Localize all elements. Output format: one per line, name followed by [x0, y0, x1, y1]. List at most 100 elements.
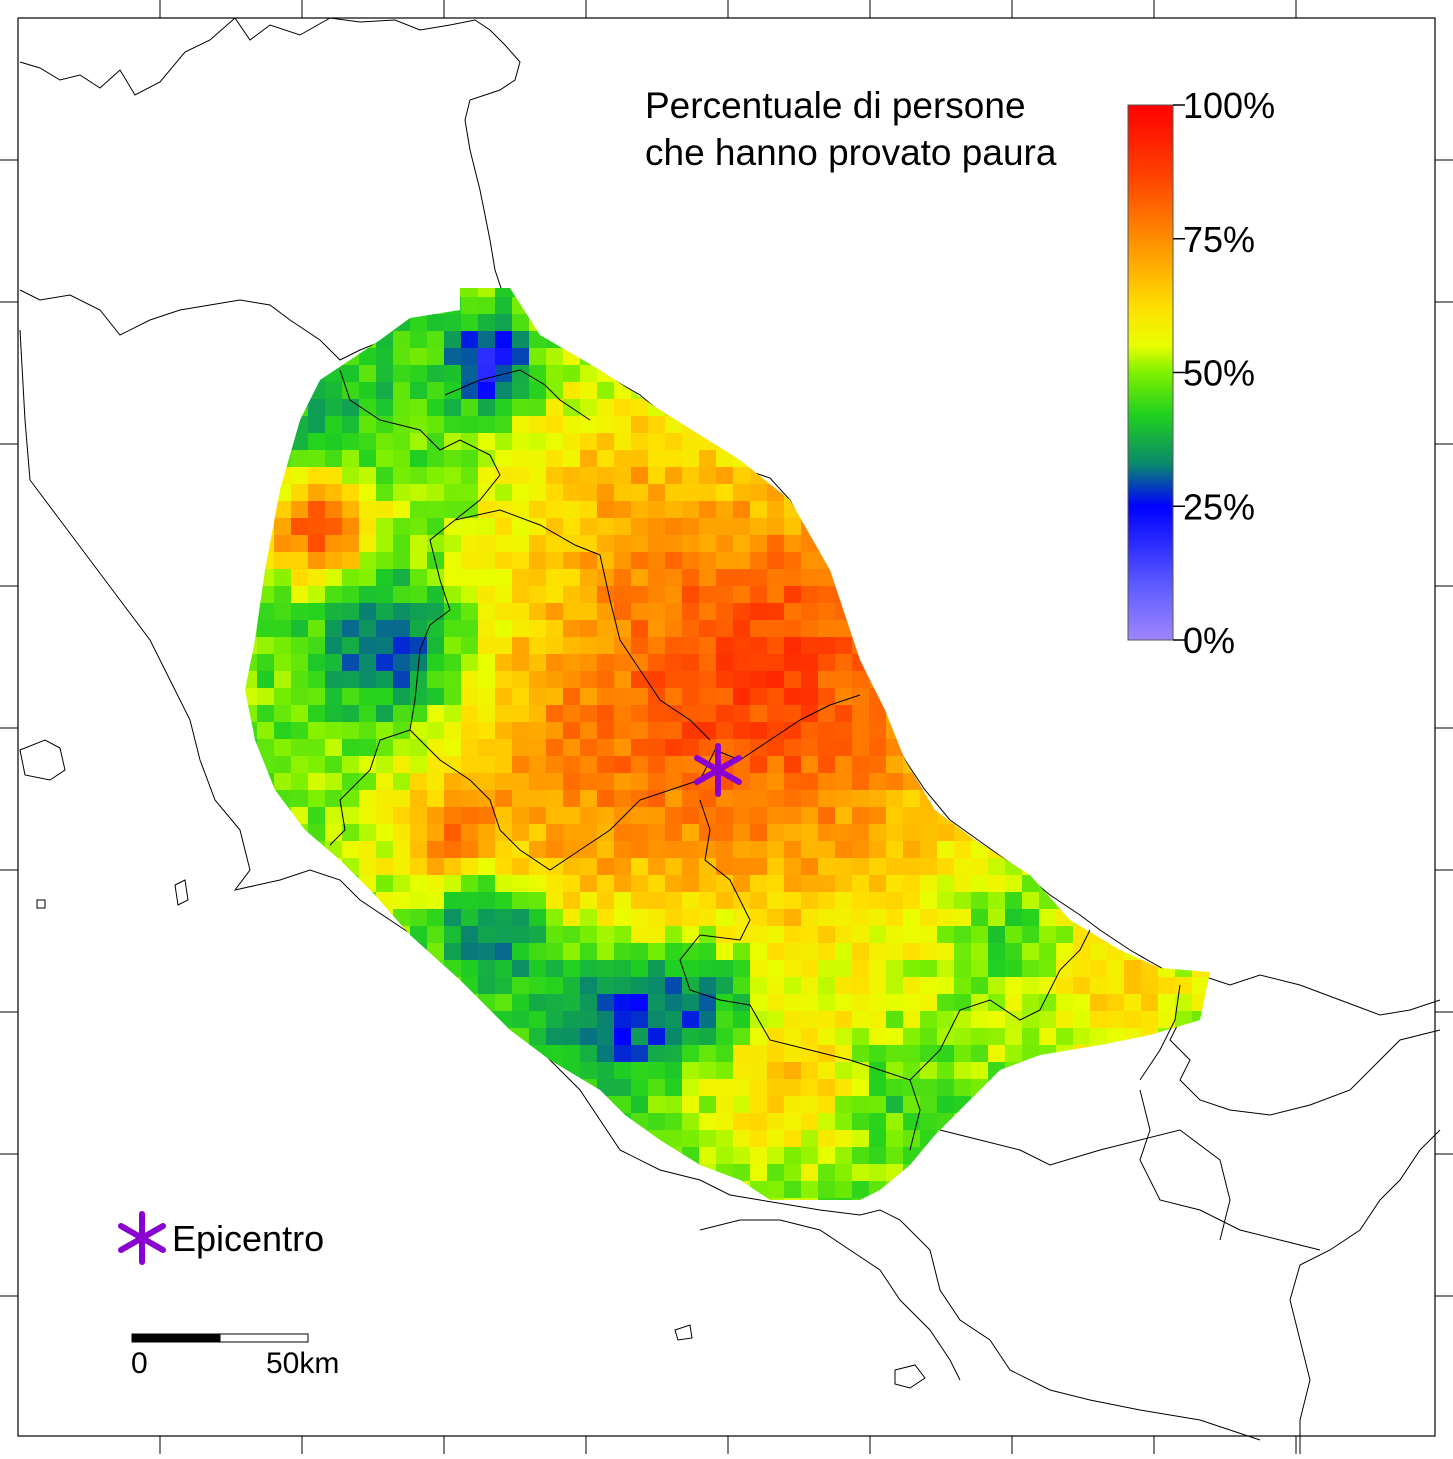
heat-cell [869, 484, 887, 502]
heat-cell [852, 365, 870, 383]
heat-cell [325, 705, 343, 723]
heat-cell [937, 943, 955, 961]
heat-cell [665, 1181, 683, 1199]
heat-cell [245, 1062, 258, 1080]
heat-cell [682, 1113, 700, 1131]
heat-cell [716, 1045, 734, 1063]
heat-cell [427, 654, 445, 672]
heat-cell [971, 603, 989, 621]
heat-cell [631, 1079, 649, 1097]
heat-cell [1005, 1198, 1023, 1200]
heat-cell [971, 569, 989, 587]
boundary-line [909, 929, 1091, 1081]
heat-cell [563, 552, 581, 570]
heat-cell [886, 688, 904, 706]
heat-cell [546, 807, 564, 825]
heat-cell [937, 569, 955, 587]
heat-cell [631, 297, 649, 315]
heat-cell [716, 1198, 734, 1200]
heat-cell [750, 841, 768, 859]
heat-cell [699, 552, 717, 570]
heat-cell [631, 739, 649, 757]
heat-cell [954, 569, 972, 587]
heat-cell [274, 671, 292, 689]
heat-cell [614, 1181, 632, 1199]
boundary-line [1139, 1089, 1321, 1251]
heat-cell [597, 739, 615, 757]
heat-cell [1039, 467, 1057, 485]
heat-cell [1073, 1045, 1091, 1063]
heat-cell [1209, 1062, 1210, 1080]
heat-cell [245, 382, 258, 400]
heat-cell [325, 671, 343, 689]
heat-cell [750, 926, 768, 944]
heat-cell [359, 875, 377, 893]
heat-cell [716, 416, 734, 434]
heat-cell [308, 569, 326, 587]
heat-cell [886, 637, 904, 655]
heat-cell [988, 1113, 1006, 1131]
heat-cell [903, 773, 921, 791]
heat-cell [1073, 1164, 1091, 1182]
heat-cell [733, 535, 751, 553]
heat-cell [495, 892, 513, 910]
heat-cell [920, 382, 938, 400]
heat-cell [546, 1045, 564, 1063]
heat-cell [1107, 1181, 1125, 1199]
heat-cell [937, 637, 955, 655]
heat-cell [835, 1147, 853, 1165]
heat-cell [954, 722, 972, 740]
heat-cell [852, 705, 870, 723]
heat-cell [325, 654, 343, 672]
heat-cell [1090, 365, 1108, 383]
heat-cell [784, 739, 802, 757]
heat-cell [1192, 297, 1210, 315]
heat-cell [954, 773, 972, 791]
heat-cell [308, 705, 326, 723]
epicenter-marker [694, 743, 742, 797]
heat-cell [835, 1198, 853, 1200]
heat-cell [1022, 450, 1040, 468]
heat-cell [393, 773, 411, 791]
heat-cell [852, 569, 870, 587]
heat-cell [478, 977, 496, 995]
heat-cell [665, 535, 683, 553]
heat-cell [937, 365, 955, 383]
heat-cell [818, 892, 836, 910]
heat-cell [495, 671, 513, 689]
heat-cell [427, 773, 445, 791]
heat-cell [1175, 586, 1193, 604]
heat-cell [245, 603, 258, 621]
heat-cell [886, 773, 904, 791]
heat-cell [665, 756, 683, 774]
heat-cell [342, 288, 360, 298]
heat-cell [988, 739, 1006, 757]
heat-cell [1141, 1181, 1159, 1199]
heat-cell [461, 705, 479, 723]
heat-cell [580, 654, 598, 672]
heat-cell [869, 433, 887, 451]
heat-cell [1022, 1062, 1040, 1080]
heat-cell [954, 858, 972, 876]
heat-cell [954, 790, 972, 808]
heat-cell [716, 875, 734, 893]
heat-cell [767, 467, 785, 485]
heat-cell [920, 841, 938, 859]
heat-cell [1124, 875, 1142, 893]
heat-cell [257, 1113, 275, 1131]
heat-cell [716, 722, 734, 740]
heat-cell [257, 756, 275, 774]
heat-cell [1158, 892, 1176, 910]
heat-cell [512, 977, 530, 995]
heat-cell [648, 1113, 666, 1131]
heat-cell [257, 603, 275, 621]
heat-cell [546, 501, 564, 519]
heat-cell [767, 399, 785, 417]
heat-cell [512, 1181, 530, 1199]
heat-cell [580, 1045, 598, 1063]
heat-cell [835, 1096, 853, 1114]
heat-cell [784, 484, 802, 502]
heat-cell [1073, 671, 1091, 689]
heat-cell [614, 875, 632, 893]
heat-cell [308, 297, 326, 315]
